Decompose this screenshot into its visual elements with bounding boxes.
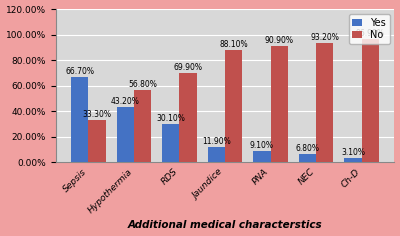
Bar [225, 50, 242, 162]
Bar [162, 124, 180, 162]
Text: 11.90%: 11.90% [202, 137, 231, 146]
Legend: Yes, No: Yes, No [348, 14, 390, 44]
Bar [180, 73, 197, 162]
Bar [88, 120, 106, 162]
Text: 9.10%: 9.10% [250, 141, 274, 150]
Text: 90.90%: 90.90% [265, 36, 294, 45]
Text: 3.10%: 3.10% [341, 148, 365, 157]
Text: 93.20%: 93.20% [310, 33, 339, 42]
Bar [253, 151, 270, 162]
Text: 43.20%: 43.20% [111, 97, 140, 106]
Bar [362, 38, 379, 162]
Bar [316, 43, 334, 162]
Bar [344, 158, 362, 162]
Bar [116, 107, 134, 162]
Text: 6.80%: 6.80% [296, 143, 320, 152]
Bar [208, 147, 225, 162]
Bar [134, 90, 151, 162]
Text: 56.80%: 56.80% [128, 80, 157, 89]
Text: 33.30%: 33.30% [82, 110, 112, 119]
Bar [299, 154, 316, 162]
X-axis label: Additional medical characterstics: Additional medical characterstics [128, 220, 322, 230]
Bar [71, 77, 88, 162]
Text: 69.90%: 69.90% [174, 63, 202, 72]
Text: 66.70%: 66.70% [65, 67, 94, 76]
Bar [270, 46, 288, 162]
Text: 96.90%: 96.90% [356, 29, 385, 38]
Text: 30.10%: 30.10% [156, 114, 185, 123]
Text: 88.10%: 88.10% [219, 40, 248, 49]
